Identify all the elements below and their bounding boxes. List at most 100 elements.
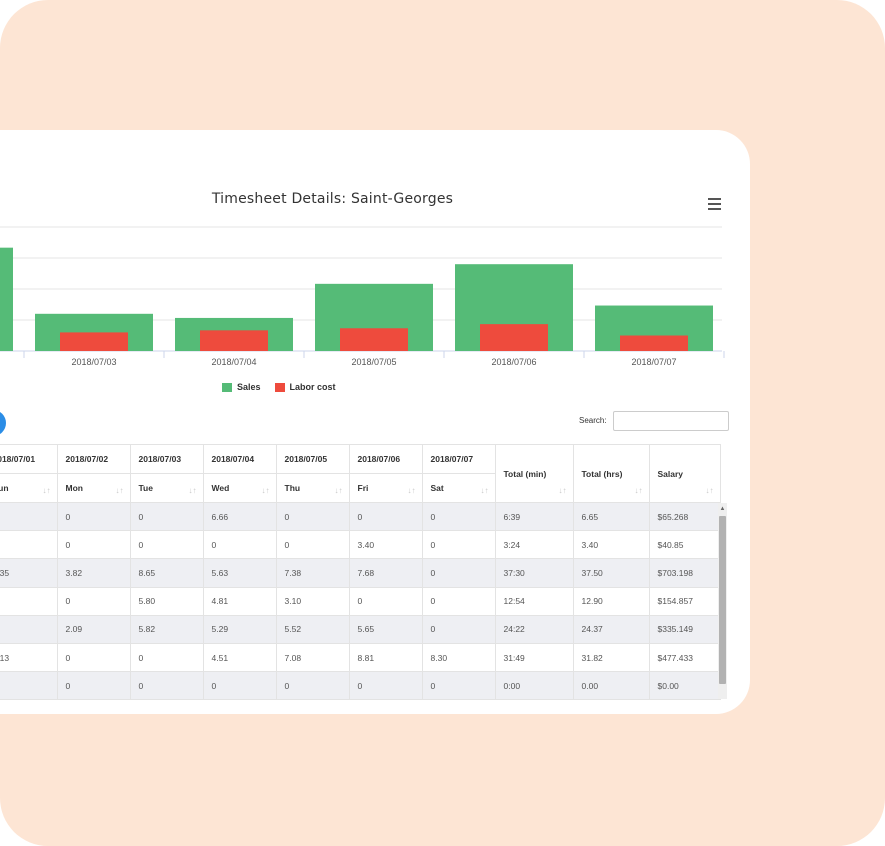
total-hrs-header[interactable]: Total (hrs) ↓↑: [572, 444, 650, 503]
total-hrs-header-label: Total (hrs): [581, 468, 623, 479]
table-cell: $0.00: [648, 671, 721, 701]
table-cell: 6:39: [494, 501, 574, 532]
table-cell: 12:54: [494, 586, 574, 616]
table-row[interactable]: 00000000:000.00$0.00: [0, 671, 721, 701]
table-cell: 0.00: [572, 671, 650, 701]
day-header[interactable]: Mon ↓↑: [56, 473, 131, 503]
table-cell: $65.268: [648, 501, 721, 532]
table-cell: 0: [421, 530, 496, 560]
table-cell: 4.51: [202, 642, 277, 673]
table-cell: 0: [348, 501, 423, 532]
table-row[interactable]: 4.353.828.655.637.387.68037:3037.50$703.…: [0, 558, 721, 588]
table-cell: 8.13: [0, 642, 58, 673]
day-header[interactable]: Sun ↓↑: [0, 473, 58, 503]
sort-icon[interactable]: ↓↑: [705, 486, 714, 495]
table-cell: 0: [0, 586, 58, 616]
date-header: 2018/07/03: [129, 444, 204, 474]
table-cell: 8.30: [421, 642, 496, 673]
table-cell: 37.50: [572, 558, 650, 588]
table-cell: $703.198: [648, 558, 721, 588]
hamburger-menu-icon[interactable]: [708, 198, 721, 210]
day-header-label: Sun: [0, 483, 9, 493]
total-min-header-label: Total (min): [503, 468, 547, 479]
bar-chart: 2018/07/03 2018/07/04 2018/07/05 2018/07/06…: [0, 226, 725, 367]
table-cell: 3.40: [572, 530, 650, 560]
sort-icon[interactable]: ↓↑: [261, 486, 270, 495]
blue-action-button[interactable]: [0, 410, 6, 436]
table-cell: 0: [275, 501, 350, 532]
x-axis-label: 2018/07/07: [631, 357, 676, 367]
legend-swatch-labor-cost: [274, 382, 285, 392]
bar-labor-cost: [480, 324, 548, 351]
scrollbar-thumb[interactable]: [719, 516, 726, 684]
table-cell: 7.38: [275, 558, 350, 588]
sort-icon[interactable]: ↓↑: [334, 486, 343, 495]
table-cell: 24:22: [494, 614, 574, 644]
total-min-header[interactable]: Total (min) ↓↑: [494, 444, 574, 503]
table-cell: 2.09: [56, 614, 131, 644]
date-header: 2018/07/06: [348, 444, 423, 474]
chart-title: Timesheet Details: Saint-Georges: [211, 191, 454, 207]
sort-icon[interactable]: ↓↑: [407, 486, 416, 495]
table-cell: 0: [0, 501, 58, 532]
table-cell: 0: [275, 671, 350, 701]
x-axis-label: 2018/07/03: [71, 357, 116, 367]
date-header: 2018/07/02: [56, 444, 131, 474]
table-cell: 0: [56, 586, 131, 616]
chart-legend: Sales Labor cost: [222, 382, 336, 392]
salary-header[interactable]: Salary ↓↑: [648, 444, 721, 503]
table-cell: 7.08: [275, 642, 350, 673]
day-header[interactable]: Wed ↓↑: [202, 473, 277, 503]
timesheet-card: Timesheet Details: Saint-Georges 2018/07…: [0, 130, 750, 714]
table-cell: 0: [421, 614, 496, 644]
date-header: 2018/07/04: [202, 444, 277, 474]
table-cell: 8.65: [129, 558, 204, 588]
table-cell: 5.63: [202, 558, 277, 588]
sort-icon[interactable]: ↓↑: [634, 486, 643, 495]
day-header-label: Tue: [138, 483, 153, 493]
table-cell: 4.35: [0, 558, 58, 588]
table-cell: $335.149: [648, 614, 721, 644]
bar-labor-cost: [620, 335, 688, 351]
table-cell: 0: [56, 530, 131, 560]
sort-icon[interactable]: ↓↑: [115, 486, 124, 495]
table-cell: 0: [0, 614, 58, 644]
table-cell: 4.81: [202, 586, 277, 616]
day-header[interactable]: Sat ↓↑: [421, 473, 496, 503]
table-cell: 0: [275, 530, 350, 560]
legend-item-labor-cost[interactable]: Labor cost: [274, 382, 336, 392]
sort-icon[interactable]: ↓↑: [480, 486, 489, 495]
x-axis-label: 2018/07/05: [351, 357, 396, 367]
sort-icon[interactable]: ↓↑: [188, 486, 197, 495]
table-cell: $154.857: [648, 586, 721, 616]
x-axis-label: 2018/07/06: [491, 357, 536, 367]
table-cell: 3.40: [348, 530, 423, 560]
bar-sales: [0, 247, 13, 351]
legend-label-sales: Sales: [237, 382, 261, 392]
bar-labor-cost: [60, 332, 128, 351]
table-cell: 0: [202, 671, 277, 701]
table-cell: 3:24: [494, 530, 574, 560]
sort-icon[interactable]: ↓↑: [42, 486, 51, 495]
bar-labor-cost: [200, 330, 268, 351]
legend-item-sales[interactable]: Sales: [222, 382, 261, 392]
date-header: 2018/07/07: [421, 444, 496, 474]
day-header-label: Sat: [430, 483, 444, 493]
day-header[interactable]: Fri ↓↑: [348, 473, 423, 503]
salary-header-label: Salary: [657, 468, 684, 479]
bar-labor-cost: [340, 328, 408, 351]
day-header[interactable]: Tue ↓↑: [129, 473, 204, 503]
table-cell: 8.81: [348, 642, 423, 673]
search-label: Search:: [579, 416, 607, 425]
sort-icon[interactable]: ↓↑: [558, 486, 567, 495]
scroll-up-arrow-icon[interactable]: ▲: [719, 506, 726, 512]
table-cell: 5.80: [129, 586, 204, 616]
day-header[interactable]: Thu ↓↑: [275, 473, 350, 503]
search-input[interactable]: [613, 411, 729, 431]
day-header-label: Thu: [284, 483, 301, 493]
